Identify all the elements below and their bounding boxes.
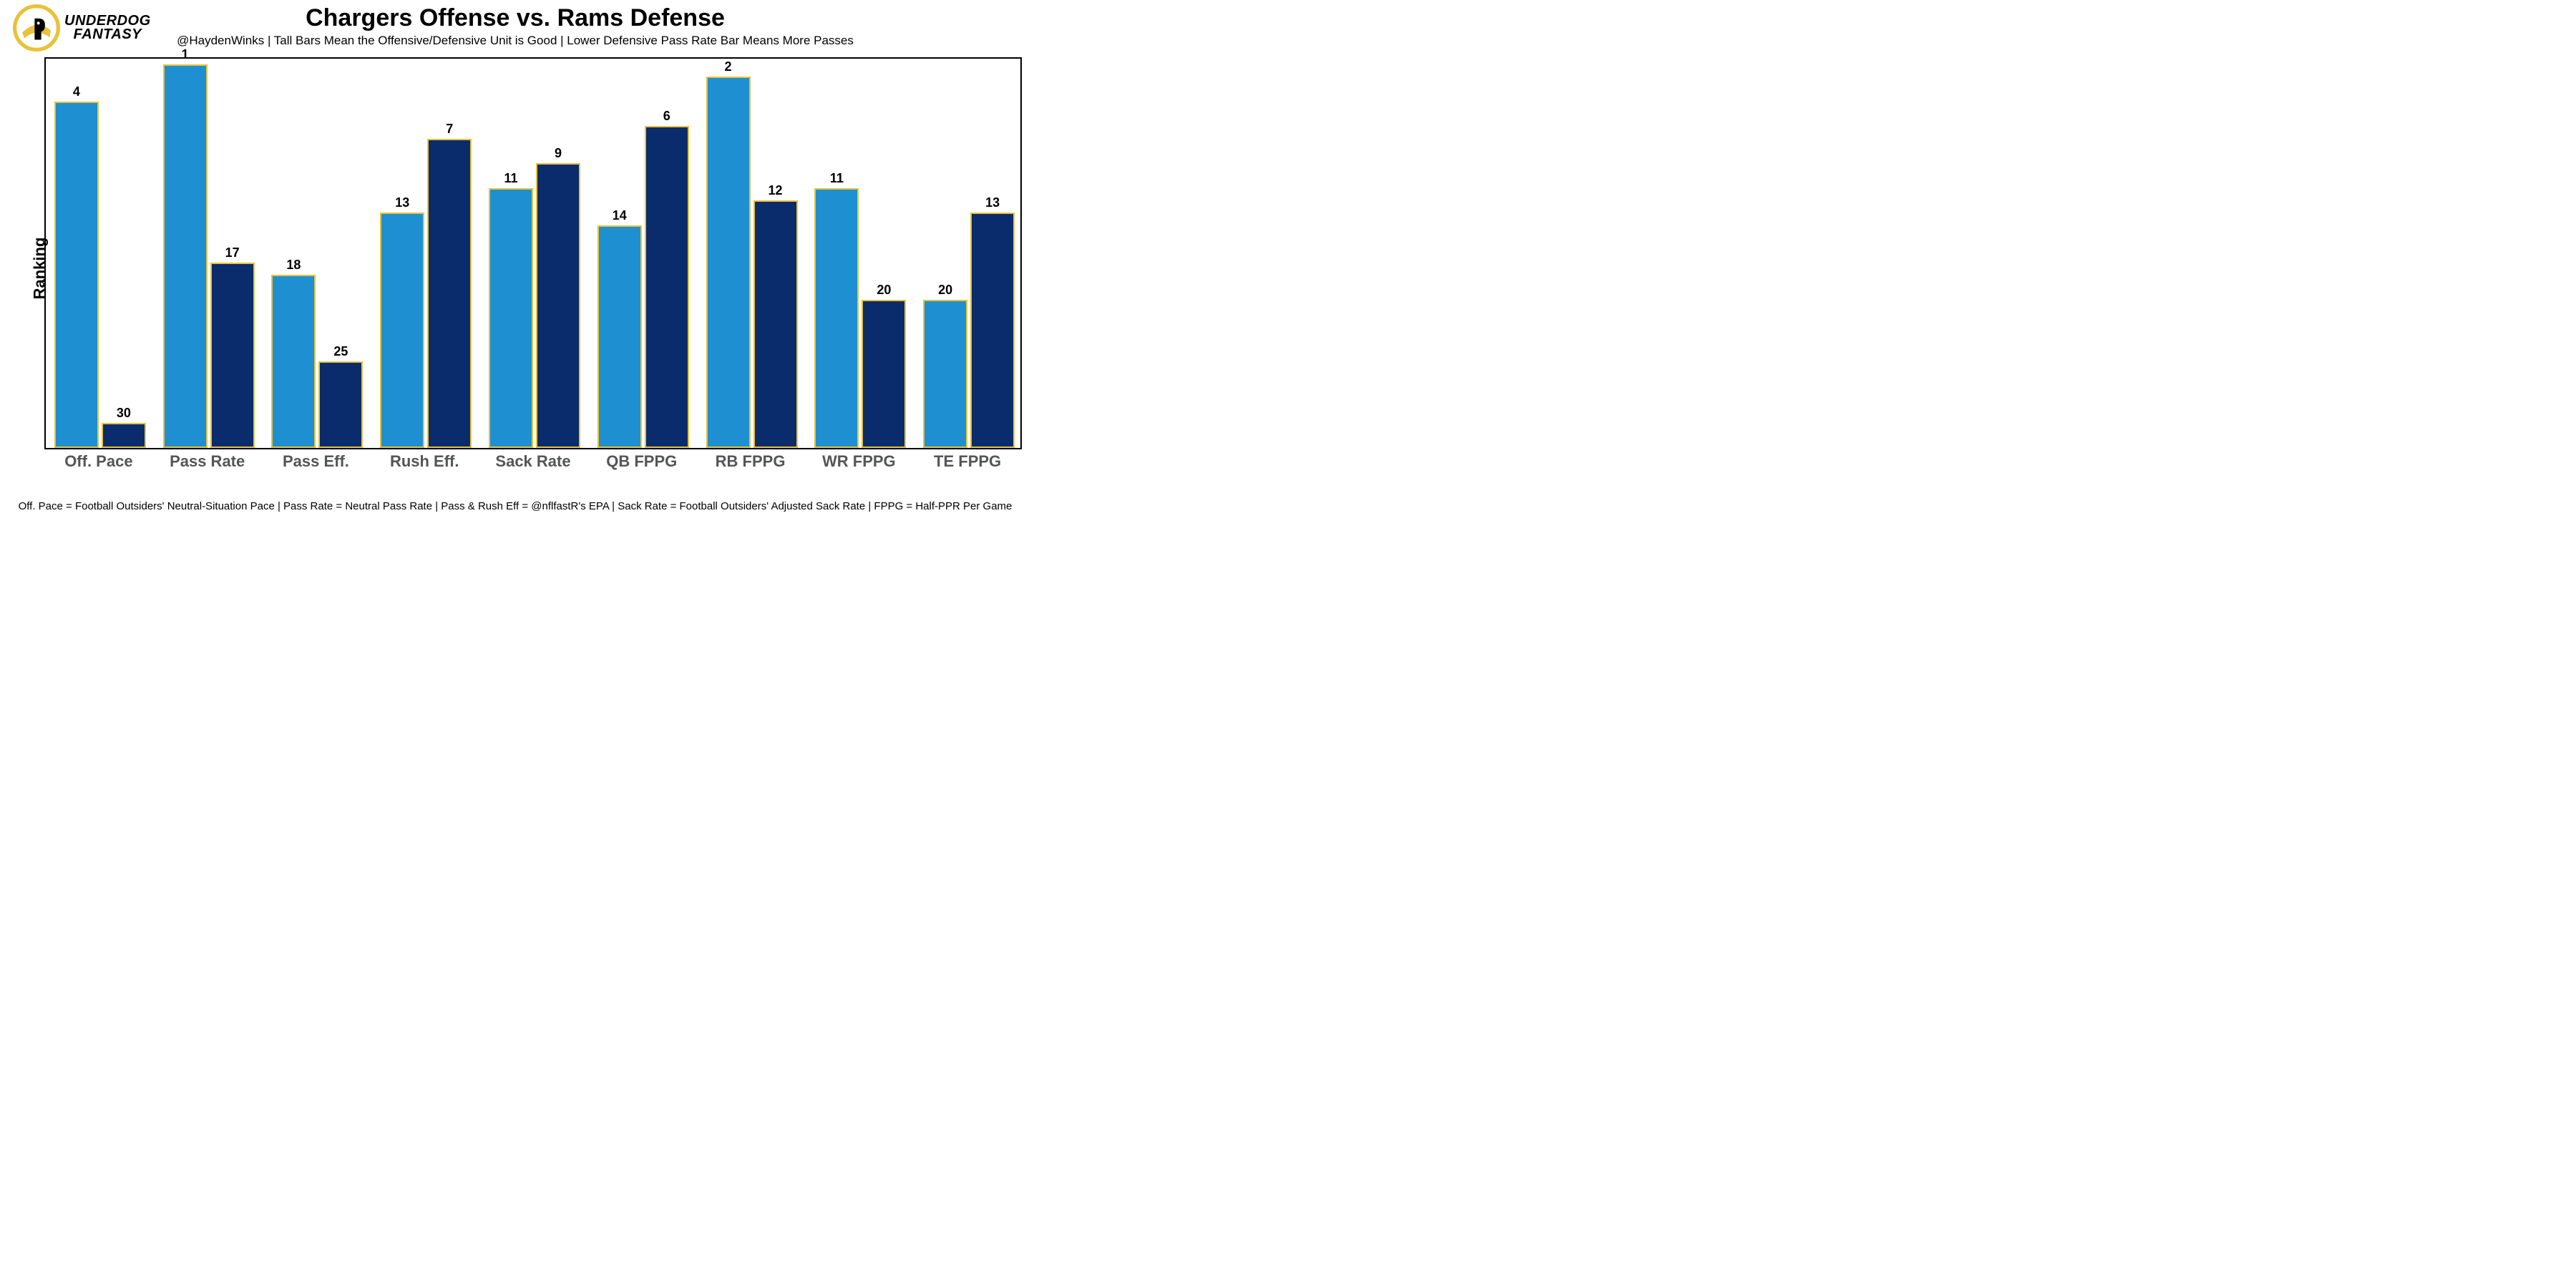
x-tick-label: Pass Rate xyxy=(170,452,245,471)
plot-region: 430117182513711914621211202013 xyxy=(44,57,1022,449)
bar-value-label: 9 xyxy=(537,146,579,161)
bar-offense: 18 xyxy=(271,275,316,448)
bar-defense: 7 xyxy=(427,139,472,448)
bar-value-label: 14 xyxy=(599,208,640,223)
x-tick-label: Pass Eff. xyxy=(283,452,349,471)
bar-value-label: 11 xyxy=(490,171,532,186)
bar-offense: 20 xyxy=(923,300,967,448)
x-tick-label: QB FPPG xyxy=(606,452,677,471)
x-tick-label: TE FPPG xyxy=(934,452,1001,471)
bar-defense: 12 xyxy=(753,200,798,448)
chart-subtitle: @HaydenWinks | Tall Bars Mean the Offens… xyxy=(0,34,1030,48)
bar-offense: 11 xyxy=(814,188,859,448)
bar-value-label: 1 xyxy=(165,47,206,62)
bar-offense: 2 xyxy=(706,77,751,448)
bar-value-label: 6 xyxy=(646,109,688,124)
bar-value-label: 13 xyxy=(972,195,1013,210)
bar-defense: 25 xyxy=(318,361,363,448)
bar-value-label: 11 xyxy=(816,171,857,186)
x-tick-label: Sack Rate xyxy=(495,452,570,471)
underdog-icon xyxy=(13,4,60,52)
bar-defense: 6 xyxy=(645,126,689,448)
x-tick-label: Rush Eff. xyxy=(390,452,459,471)
bar-value-label: 2 xyxy=(708,59,749,74)
bar-offense: 11 xyxy=(489,188,533,448)
bar-defense: 9 xyxy=(536,163,580,448)
bar-value-label: 18 xyxy=(273,258,314,273)
bar-offense: 14 xyxy=(597,225,642,448)
x-tick-label: Off. Pace xyxy=(64,452,132,471)
bar-value-label: 13 xyxy=(381,195,423,210)
logo-text-2: FANTASY xyxy=(64,28,151,42)
chart-footer: Off. Pace = Football Outsiders' Neutral-… xyxy=(0,500,1030,512)
bar-defense: 13 xyxy=(970,213,1015,448)
bar-value-label: 20 xyxy=(924,283,966,298)
bar-defense: 30 xyxy=(102,423,146,448)
x-tick-label: RB FPPG xyxy=(716,452,786,471)
bar-offense: 1 xyxy=(163,64,208,448)
bar-value-label: 17 xyxy=(212,245,253,260)
bar-offense: 4 xyxy=(54,102,99,448)
bar-defense: 20 xyxy=(862,300,906,448)
bar-value-label: 30 xyxy=(103,406,145,421)
bar-value-label: 12 xyxy=(755,183,796,198)
bar-value-label: 4 xyxy=(56,84,97,99)
bar-defense: 17 xyxy=(210,263,255,448)
bar-value-label: 7 xyxy=(429,122,470,137)
brand-logo: UNDERDOG FANTASY xyxy=(13,4,151,52)
bar-offense: 13 xyxy=(380,213,424,448)
x-tick-label: WR FPPG xyxy=(822,452,896,471)
bar-value-label: 20 xyxy=(863,283,904,298)
chart-area: Ranking 430117182513711914621211202013 O… xyxy=(34,57,1022,479)
chart-title: Chargers Offense vs. Rams Defense xyxy=(0,4,1030,32)
bar-value-label: 25 xyxy=(320,344,361,359)
x-axis-labels: Off. Pace Pass Rate Pass Eff. Rush Eff. Sack… xyxy=(44,452,1022,472)
